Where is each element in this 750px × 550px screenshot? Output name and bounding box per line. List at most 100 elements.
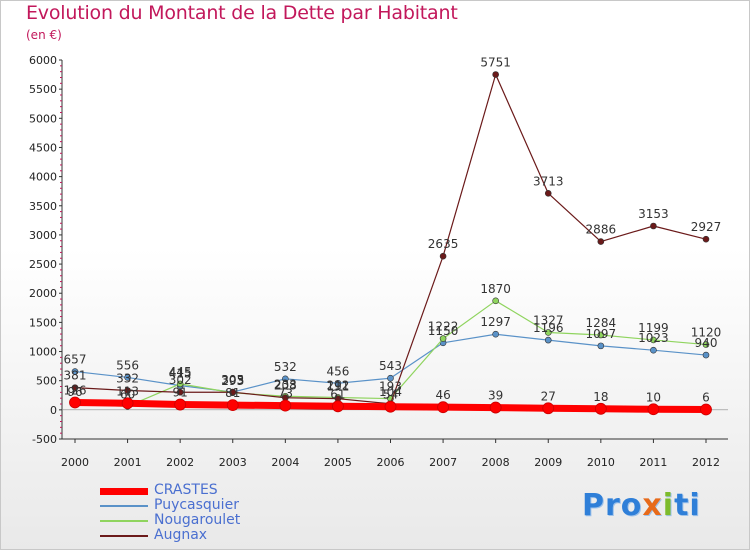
data-point-crastes xyxy=(384,400,397,413)
y-tick-label: -500 xyxy=(32,433,57,446)
x-tick-label: 2004 xyxy=(271,456,299,469)
data-label-crastes: 6 xyxy=(702,390,710,404)
legend-swatch xyxy=(100,520,148,522)
legend-label: Augnax xyxy=(154,527,208,543)
data-point-augnax xyxy=(176,388,184,396)
data-point-crastes xyxy=(700,403,712,416)
data-point-nougaroulet xyxy=(492,297,499,305)
x-tick-label: 2000 xyxy=(61,456,89,469)
data-point-nougaroulet xyxy=(544,329,552,336)
y-tick-label: 0 xyxy=(50,404,57,417)
data-label-crastes: 126 xyxy=(64,383,87,397)
y-tick-label: 500 xyxy=(36,375,57,388)
legend-label: Puycasquier xyxy=(154,497,239,513)
data-label-crastes: 73 xyxy=(278,387,293,401)
data-point-crastes xyxy=(174,398,187,411)
data-label-augnax: 104 xyxy=(379,385,402,399)
data-label-nougaroulet: 1327 xyxy=(533,313,564,327)
data-label-puycasquier: 1150 xyxy=(428,324,459,338)
data-label-crastes: 39 xyxy=(488,389,503,403)
data-point-nougaroulet xyxy=(702,341,710,348)
data-label-puycasquier: 415 xyxy=(169,367,192,381)
data-label-crastes: 91 xyxy=(173,386,188,400)
legend-label: CRASTES xyxy=(154,482,218,498)
data-point-puycasquier xyxy=(124,374,131,381)
data-label-augnax: 302 xyxy=(169,373,192,387)
data-label-puycasquier: 556 xyxy=(116,358,139,372)
data-label-puycasquier: 1297 xyxy=(480,315,511,329)
proxiti-logo: Proxiti xyxy=(582,488,701,523)
data-point-nougaroulet xyxy=(650,336,657,344)
data-label-nougaroulet: 1199 xyxy=(638,321,669,335)
x-tick-label: 2012 xyxy=(692,456,720,469)
legend-swatch xyxy=(100,535,148,537)
data-label-crastes: 113 xyxy=(116,384,139,398)
data-label-augnax: 2886 xyxy=(586,223,617,237)
y-tick-label: 3000 xyxy=(29,229,57,242)
data-label-augnax: 3713 xyxy=(533,174,564,188)
data-label-crastes: 46 xyxy=(435,388,450,402)
data-point-augnax xyxy=(702,235,710,243)
x-tick-label: 2005 xyxy=(324,456,352,469)
data-label-puycasquier: 456 xyxy=(326,364,349,378)
data-point-puycasquier xyxy=(544,336,552,344)
y-tick-label: 1000 xyxy=(29,346,57,359)
data-point-nougaroulet xyxy=(439,335,447,342)
data-label-crastes: 81 xyxy=(225,386,240,400)
data-point-augnax xyxy=(71,384,79,391)
data-label-augnax: 208 xyxy=(274,379,297,393)
y-tick-label: 5000 xyxy=(29,112,57,125)
legend-label: Nougaroulet xyxy=(154,512,241,528)
x-tick-label: 2006 xyxy=(377,456,405,469)
data-point-crastes xyxy=(437,401,449,414)
data-point-puycasquier xyxy=(334,379,342,387)
data-label-nougaroulet: 1284 xyxy=(586,316,617,330)
data-point-augnax xyxy=(597,238,605,245)
data-label-puycasquier: 1023 xyxy=(638,331,669,345)
data-label-augnax: 191 xyxy=(326,380,349,394)
data-label-nougaroulet: 193 xyxy=(379,380,402,394)
data-label-puycasquier: 657 xyxy=(64,353,87,367)
x-tick-label: 2003 xyxy=(219,456,247,469)
data-label-augnax: 381 xyxy=(64,369,87,383)
data-label-nougaroulet: 445 xyxy=(169,365,192,379)
data-point-crastes xyxy=(121,397,134,410)
data-label-nougaroulet: 293 xyxy=(221,374,244,388)
x-tick-label: 2008 xyxy=(482,456,510,469)
data-label-nougaroulet: 96 xyxy=(67,385,82,399)
data-label-augnax: 2927 xyxy=(691,220,722,234)
data-point-crastes xyxy=(594,402,607,415)
data-label-augnax: 2635 xyxy=(428,237,459,251)
data-point-augnax xyxy=(229,388,237,396)
y-tick-label: 3500 xyxy=(29,200,57,213)
legend-swatch xyxy=(100,488,148,495)
data-point-augnax xyxy=(544,190,552,197)
data-label-puycasquier: 940 xyxy=(695,336,718,350)
data-point-augnax xyxy=(650,222,657,230)
data-point-puycasquier xyxy=(597,342,605,350)
data-label-puycasquier: 305 xyxy=(221,373,244,387)
chart-subtitle: (en €) xyxy=(26,28,62,42)
data-label-nougaroulet: 233 xyxy=(274,377,297,391)
series-line-augnax xyxy=(74,73,707,405)
data-label-puycasquier: 1196 xyxy=(533,321,564,335)
data-point-puycasquier xyxy=(282,375,289,383)
data-point-puycasquier xyxy=(71,368,79,375)
data-label-crastes: 27 xyxy=(541,389,556,403)
data-point-crastes xyxy=(279,399,292,412)
chart-title: Evolution du Montant de la Dette par Hab… xyxy=(26,2,458,24)
data-point-crastes xyxy=(647,403,660,416)
data-label-puycasquier: 1097 xyxy=(586,327,617,341)
data-label-crastes: 18 xyxy=(593,390,608,404)
data-label-augnax: 3153 xyxy=(638,207,669,221)
data-point-augnax xyxy=(439,252,447,260)
data-label-nougaroulet: 60 xyxy=(120,387,135,401)
data-label-augnax: 5751 xyxy=(480,56,511,70)
data-label-nougaroulet: 212 xyxy=(326,378,349,392)
data-point-puycasquier xyxy=(387,374,394,382)
legend-swatch xyxy=(100,505,148,507)
data-point-crastes xyxy=(226,399,239,412)
data-point-augnax xyxy=(492,71,499,78)
y-tick-label: 6000 xyxy=(29,54,57,67)
